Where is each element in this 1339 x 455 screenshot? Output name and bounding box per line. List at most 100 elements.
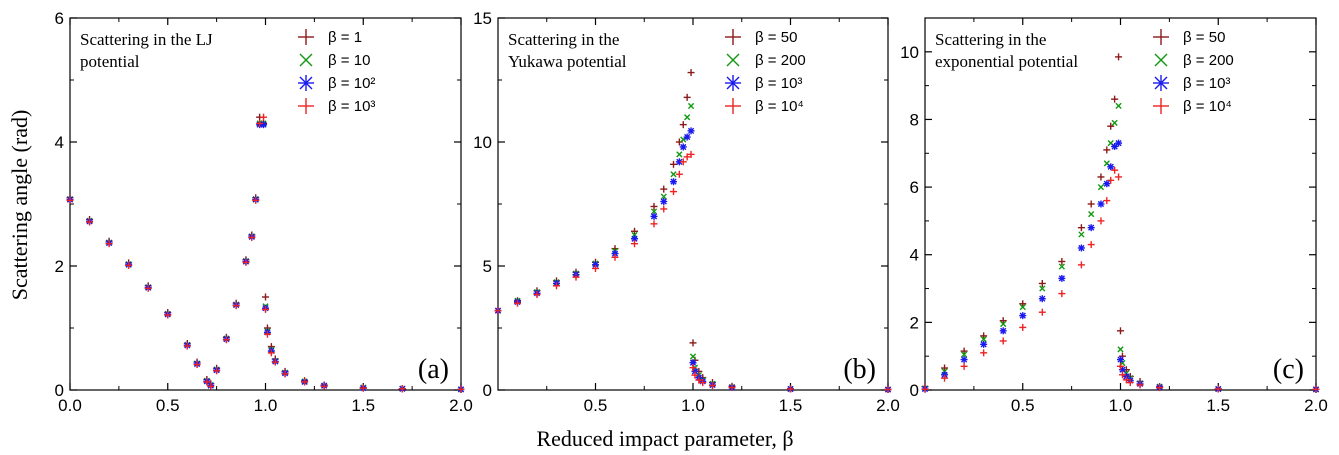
series-0 xyxy=(494,69,892,394)
data-point xyxy=(660,193,667,200)
x-tick-label: 0.5 xyxy=(156,396,180,415)
legend-marker xyxy=(299,53,313,67)
data-point xyxy=(398,385,406,393)
series-2 xyxy=(494,127,892,394)
data-point xyxy=(271,358,279,366)
x-tick-label: 1.5 xyxy=(351,396,375,415)
legend-label: β = 50 xyxy=(755,29,797,46)
data-point xyxy=(999,317,1007,325)
data-point xyxy=(1097,183,1105,191)
data-point xyxy=(650,220,658,228)
legend-label: β = 10⁴ xyxy=(755,98,804,115)
data-point xyxy=(941,364,949,372)
data-point xyxy=(679,121,687,129)
data-point xyxy=(592,264,599,272)
legend-marker xyxy=(1154,53,1168,67)
data-point xyxy=(709,382,716,390)
data-point xyxy=(675,170,683,178)
data-point xyxy=(1019,323,1027,331)
data-point xyxy=(1077,224,1085,232)
data-point xyxy=(1115,173,1123,181)
data-point xyxy=(670,160,677,168)
data-point xyxy=(1058,290,1066,298)
data-point xyxy=(262,293,269,301)
legend-marker xyxy=(1153,98,1169,114)
data-point xyxy=(679,158,687,166)
legend-label: β = 200 xyxy=(755,52,806,69)
data-point xyxy=(1107,176,1115,184)
data-point xyxy=(1312,385,1320,393)
data-point xyxy=(980,349,988,357)
data-point xyxy=(1097,173,1105,181)
legend-label: β = 50 xyxy=(1183,29,1225,46)
data-point xyxy=(611,253,619,261)
data-point xyxy=(66,196,74,204)
data-point xyxy=(1214,385,1222,393)
legend-label: β = 10⁴ xyxy=(1183,98,1232,115)
x-tick-label: 2.0 xyxy=(1304,396,1328,415)
x-tick-label: 1.5 xyxy=(1206,396,1230,415)
data-point xyxy=(553,282,560,290)
data-point xyxy=(248,233,256,241)
data-point xyxy=(1117,362,1124,370)
data-point xyxy=(679,143,687,151)
y-tick-label: 15 xyxy=(473,9,492,28)
x-tick-label: 0.5 xyxy=(1011,396,1035,415)
y-tick-label: 10 xyxy=(473,133,492,152)
data-point xyxy=(980,336,987,343)
series-1 xyxy=(921,102,1320,393)
legend-marker xyxy=(298,29,314,45)
x-axis-label: Reduced impact parameter, β xyxy=(536,426,793,451)
data-point xyxy=(494,307,502,315)
y-tick-label: 8 xyxy=(910,110,919,129)
data-point xyxy=(960,351,968,358)
data-point xyxy=(980,340,988,348)
series-2 xyxy=(66,121,465,393)
data-point xyxy=(252,196,260,204)
data-point xyxy=(941,374,949,382)
data-point xyxy=(1038,279,1046,287)
legend-marker xyxy=(725,75,741,91)
data-point xyxy=(1103,180,1111,188)
data-point xyxy=(1087,200,1095,208)
data-point xyxy=(631,227,638,235)
data-point xyxy=(260,121,268,129)
data-point xyxy=(1058,263,1065,270)
legend-label: β = 200 xyxy=(1183,52,1234,69)
data-point xyxy=(670,188,677,196)
data-point xyxy=(1038,308,1046,316)
data-point xyxy=(1117,327,1124,335)
data-point xyxy=(1122,376,1130,384)
plot-frame xyxy=(497,17,889,391)
data-point xyxy=(1103,146,1111,154)
data-point xyxy=(1000,320,1007,328)
legend-label: β = 10² xyxy=(328,75,375,92)
legend-marker xyxy=(1153,29,1169,45)
data-point xyxy=(687,102,695,110)
data-point xyxy=(884,386,892,394)
data-point xyxy=(676,151,683,158)
data-point xyxy=(263,330,271,338)
data-point xyxy=(105,240,113,248)
data-point xyxy=(1107,163,1115,171)
data-point xyxy=(1103,197,1111,205)
data-point xyxy=(611,250,619,258)
data-point xyxy=(650,208,658,215)
legend-label: β = 10³ xyxy=(1183,75,1230,92)
panel-label: (c) xyxy=(1273,354,1304,385)
data-point xyxy=(660,205,668,213)
data-point xyxy=(683,153,691,161)
data-point xyxy=(572,273,580,281)
data-point xyxy=(999,327,1007,335)
data-point xyxy=(183,342,191,350)
data-point xyxy=(689,339,697,347)
panel-label: (b) xyxy=(843,354,876,385)
data-point xyxy=(687,150,695,158)
panel-c: 0.5 1.0 1.5 2.0 0 2 4 6 8 10 Scattering in the expo… xyxy=(900,17,1328,415)
data-point xyxy=(144,284,152,292)
data-point xyxy=(125,261,133,269)
data-point xyxy=(1115,53,1123,61)
legend-marker xyxy=(725,29,741,45)
data-point xyxy=(457,385,465,393)
y-tick-label: 6 xyxy=(55,9,64,28)
